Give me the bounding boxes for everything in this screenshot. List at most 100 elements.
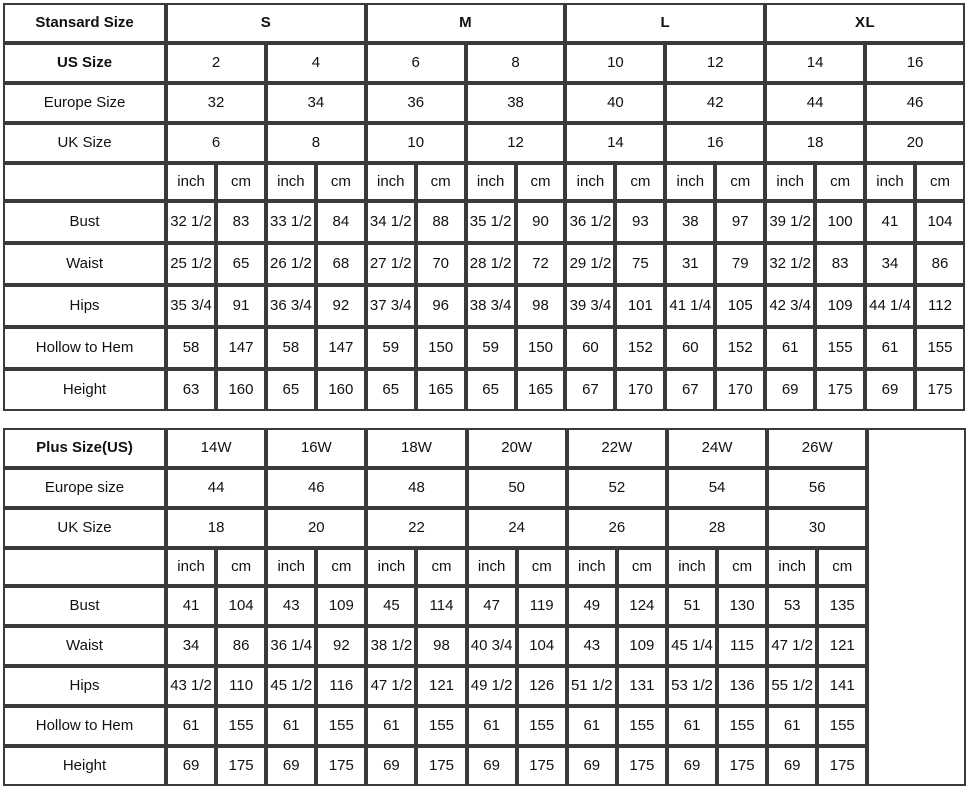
- measurement-label: Height: [3, 746, 166, 786]
- unit-cm: cm: [216, 163, 266, 201]
- measurement-cell: 70: [415, 243, 466, 285]
- measurement-cell: 98: [416, 626, 467, 666]
- measurement-cell: 72: [515, 243, 566, 285]
- unit-cm: cm: [815, 163, 866, 201]
- measurement-cell: 25 1/2: [166, 243, 217, 285]
- cell: 22: [366, 508, 467, 548]
- measurement-cell: 86: [216, 626, 267, 666]
- plus-size-20w: 20W: [466, 428, 567, 468]
- measurement-row: Hollow to Hem 58 147 58 147 59 150 59 150 60 152 60…: [3, 327, 965, 369]
- measurement-cell: 43: [566, 626, 617, 666]
- unit-inch: inch: [465, 163, 516, 201]
- measurement-cell: 97: [715, 201, 766, 243]
- measurement-cell: 170: [615, 369, 666, 411]
- cell: 24: [466, 508, 567, 548]
- measurement-cell: 155: [914, 327, 965, 369]
- measurement-cell: 165: [415, 369, 466, 411]
- cell: 52: [566, 468, 667, 508]
- cell: 44: [166, 468, 267, 508]
- measurement-cell: 69: [366, 746, 417, 786]
- measurement-cell: 44 1/4: [865, 285, 915, 327]
- unit-cm: cm: [316, 548, 367, 586]
- measurement-cell: 175: [216, 746, 267, 786]
- measurement-cell: 36 1/4: [266, 626, 317, 666]
- measurement-cell: 67: [565, 369, 616, 411]
- unit-inch: inch: [665, 163, 716, 201]
- measurement-cell: 65: [265, 369, 316, 411]
- measurement-cell: 47 1/2: [767, 626, 818, 666]
- table-row: US Size 2 4 6 8 10 12 14 16: [3, 43, 965, 83]
- cell: 10: [565, 43, 666, 83]
- measurement-cell: 61: [466, 706, 517, 746]
- measurement-label: Waist: [3, 626, 166, 666]
- measurement-cell: 69: [767, 746, 818, 786]
- cell: 6: [166, 123, 266, 163]
- measurement-cell: 112: [914, 285, 965, 327]
- measurement-cell: 69: [666, 746, 718, 786]
- measurement-row: Bust 32 1/2 83 33 1/2 84 34 1/2 88 35 1/2 90 36 1…: [3, 201, 965, 243]
- measurement-cell: 40 3/4: [466, 626, 517, 666]
- unit-inch: inch: [767, 548, 818, 586]
- measurement-cell: 65: [216, 243, 266, 285]
- cell: 44: [765, 83, 866, 123]
- cell: 4: [265, 43, 366, 83]
- measurement-cell: 116: [316, 666, 367, 706]
- unit-cm: cm: [416, 548, 467, 586]
- measurement-cell: 34: [865, 243, 915, 285]
- cell: 12: [465, 123, 566, 163]
- measurement-cell: 38 3/4: [465, 285, 516, 327]
- measurement-cell: 43 1/2: [166, 666, 217, 706]
- measurement-cell: 65: [465, 369, 516, 411]
- measurement-cell: 41: [865, 201, 915, 243]
- measurement-cell: 114: [416, 586, 467, 626]
- unit-cm: cm: [914, 163, 965, 201]
- measurement-cell: 141: [817, 666, 868, 706]
- cell: 26: [566, 508, 667, 548]
- cell: 20: [266, 508, 367, 548]
- measurement-row: Bust 41 104 43 109 45 114 47 119 49 124 51 130 53 135: [3, 586, 966, 626]
- measurement-cell: 47: [466, 586, 517, 626]
- measurement-cell: 59: [465, 327, 516, 369]
- row-label: UK Size: [3, 508, 166, 548]
- measurement-label: Bust: [3, 201, 167, 243]
- measurement-cell: 49: [566, 586, 617, 626]
- cell: 8: [265, 123, 366, 163]
- measurement-cell: 90: [515, 201, 566, 243]
- cell: 46: [266, 468, 367, 508]
- cell: 48: [366, 468, 467, 508]
- measurement-cell: 126: [516, 666, 567, 706]
- cell: 40: [565, 83, 666, 123]
- cell: 36: [365, 83, 466, 123]
- measurement-cell: 32 1/2: [166, 201, 217, 243]
- unit-row-blank-label: [3, 163, 167, 201]
- measurement-cell: 109: [616, 626, 667, 666]
- unit-inch: inch: [166, 163, 217, 201]
- unit-header-row: inch cm inch cm inch cm inch cm inch cm inch cm inch…: [3, 548, 966, 586]
- measurement-cell: 55 1/2: [767, 666, 818, 706]
- unit-cm: cm: [516, 548, 567, 586]
- measurement-row: Hollow to Hem 61 155 61 155 61 155 61 155 61 155 61…: [3, 706, 966, 746]
- unit-inch: inch: [666, 548, 718, 586]
- measurement-cell: 155: [416, 706, 467, 746]
- plus-size-title: Plus Size(US): [3, 428, 166, 468]
- unit-cm: cm: [415, 163, 466, 201]
- measurement-cell: 104: [516, 626, 567, 666]
- measurement-cell: 42 3/4: [765, 285, 816, 327]
- measurement-cell: 26 1/2: [265, 243, 316, 285]
- cell: 54: [666, 468, 768, 508]
- plus-size-24w: 24W: [666, 428, 768, 468]
- measurement-cell: 104: [914, 201, 965, 243]
- measurement-cell: 104: [216, 586, 267, 626]
- measurement-cell: 75: [615, 243, 666, 285]
- standard-size-table: Stansard Size S M L XL US Size 2 4 6 8 10 12 14 16 Eur…: [3, 3, 965, 411]
- measurement-cell: 175: [914, 369, 965, 411]
- measurement-cell: 150: [515, 327, 566, 369]
- measurement-cell: 61: [366, 706, 417, 746]
- measurement-cell: 69: [765, 369, 816, 411]
- measurement-cell: 96: [415, 285, 466, 327]
- measurement-cell: 136: [717, 666, 768, 706]
- measurement-cell: 38: [665, 201, 716, 243]
- measurement-cell: 61: [266, 706, 317, 746]
- row-label: Europe Size: [3, 83, 167, 123]
- measurement-cell: 65: [365, 369, 416, 411]
